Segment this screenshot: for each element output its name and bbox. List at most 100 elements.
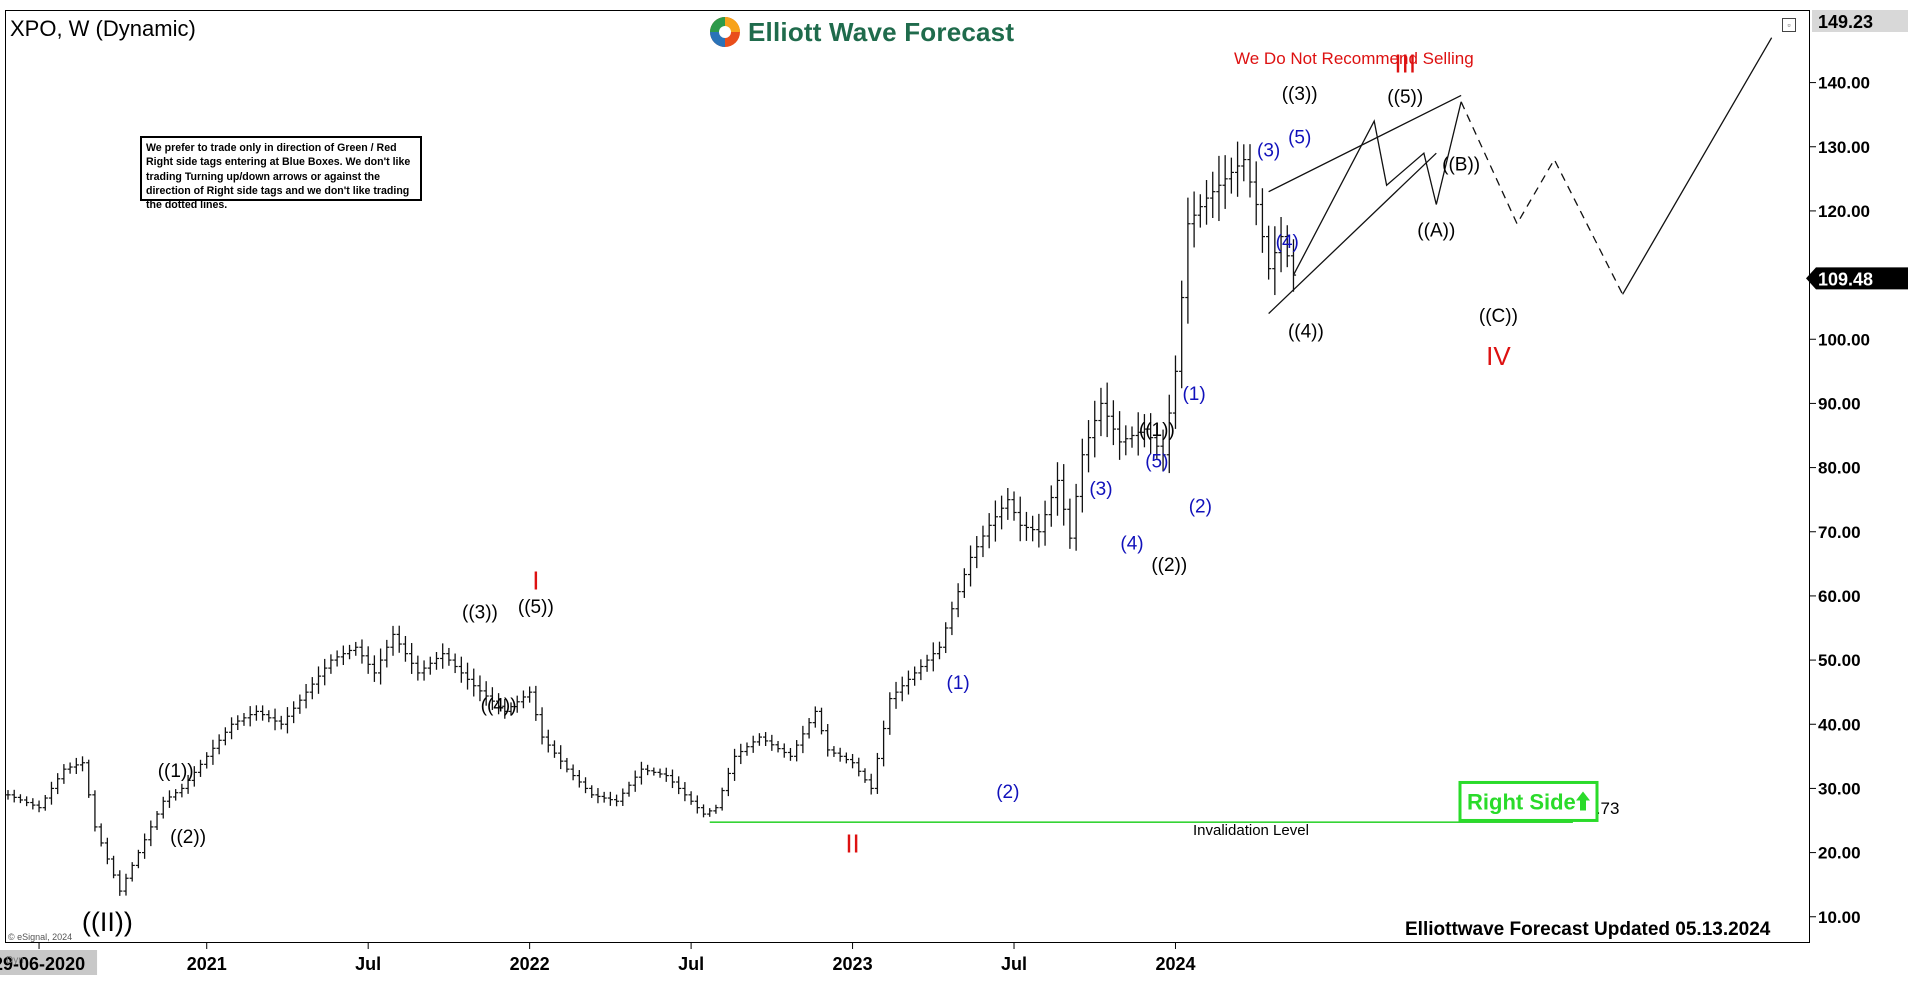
- ohlc-bar: [825, 724, 831, 757]
- ohlc-bar: [1073, 483, 1079, 551]
- ohlc-bar: [278, 715, 284, 730]
- ohlc-bar: [769, 734, 775, 751]
- ohlc-bar: [831, 746, 837, 757]
- ohlc-bar: [315, 666, 322, 694]
- wave-label: (4): [1120, 534, 1143, 555]
- wave-label: (4): [1276, 232, 1299, 253]
- ohlc-bar: [694, 795, 700, 814]
- ohlc-bar: [1098, 387, 1104, 437]
- ohlc-bar: [912, 666, 918, 686]
- ohlc-bar: [446, 647, 452, 666]
- wave-label: III: [1394, 48, 1416, 78]
- y-tick-label: 140.00: [1818, 74, 1870, 93]
- ohlc-bar: [514, 695, 520, 713]
- ohlc-bar: [812, 706, 818, 728]
- ohlc-bar: [725, 767, 731, 797]
- y-tick-label: 70.00: [1818, 523, 1861, 542]
- ohlc-bar: [1017, 496, 1023, 542]
- ohlc-bar: [905, 670, 912, 695]
- ohlc-bar: [570, 764, 576, 781]
- ohlc-bar: [334, 650, 340, 667]
- ohlc-bar: [260, 705, 266, 721]
- ohlc-bar: [495, 693, 502, 715]
- ohlc-bar: [1042, 500, 1048, 546]
- ohlc-bar: [527, 686, 533, 703]
- ohlc-bar: [632, 770, 638, 792]
- y-tick-label: 100.00: [1818, 330, 1870, 349]
- ohlc-bar: [992, 500, 998, 542]
- ohlc-bar: [135, 849, 142, 869]
- ohlc-bar: [1023, 511, 1030, 541]
- ohlc-bar: [67, 762, 73, 774]
- ohlc-bar: [166, 790, 173, 808]
- ohlc-bar: [17, 794, 24, 804]
- ohlc-bar: [651, 767, 657, 776]
- ohlc-bar: [707, 808, 713, 817]
- ohlc-bar: [595, 788, 601, 804]
- wave-label: (1): [947, 673, 970, 694]
- ohlc-bar: [1005, 488, 1011, 520]
- ohlc-bar: [719, 787, 725, 811]
- ohlc-bar: [1036, 513, 1042, 548]
- ohlc-bar: [1191, 191, 1197, 248]
- y-tick-label: 40.00: [1818, 715, 1861, 734]
- ohlc-bar: [235, 715, 241, 731]
- plot-frame: [5, 10, 1810, 943]
- ohlc-bar: [1085, 420, 1092, 473]
- window-restore-icon[interactable]: ▫: [1782, 18, 1796, 32]
- ohlc-bar: [191, 766, 197, 787]
- ohlc-bar: [613, 794, 620, 807]
- ohlc-bar: [520, 690, 527, 709]
- ohlc-bar: [36, 800, 42, 813]
- ohlc-bar: [626, 781, 632, 797]
- ohlc-bar: [974, 536, 980, 569]
- wave-label: ((2)): [170, 827, 206, 848]
- top-price-box: [1812, 10, 1908, 32]
- x-tick-label: 2023: [833, 954, 873, 974]
- wave-label: ((A)): [1417, 221, 1455, 242]
- ohlc-bar: [30, 798, 36, 810]
- ohlc-bar: [216, 734, 222, 755]
- wave-label: ((1)): [1139, 420, 1175, 441]
- ohlc-bar: [241, 713, 247, 726]
- right-side-label: Right Side: [1467, 789, 1576, 814]
- ohlc-bar: [930, 642, 936, 672]
- projection-wave-iv: [1460, 101, 1624, 295]
- ohlc-bar: [1234, 141, 1241, 197]
- ohlc-bar: [794, 740, 800, 762]
- wave-label: ((1)): [158, 761, 194, 782]
- dyn-label: Dyn: [6, 955, 24, 966]
- y-tick-label: 130.00: [1818, 138, 1870, 157]
- ohlc-bar: [179, 783, 185, 798]
- x-tick-label: 2021: [187, 954, 227, 974]
- y-tick-label: 120.00: [1818, 202, 1870, 221]
- wave-label: (5): [1145, 452, 1168, 473]
- ohlc-bar: [185, 774, 191, 794]
- ohlc-bar: [849, 753, 856, 769]
- ohlc-bar: [961, 568, 967, 598]
- ohlc-bar: [1172, 355, 1179, 429]
- ohlc-bar: [61, 764, 67, 784]
- ohlc-bar: [787, 747, 794, 761]
- ohlc-bar: [781, 743, 787, 758]
- ohlc-bar: [868, 773, 874, 795]
- ohlc-bar: [92, 790, 98, 832]
- wedge-line: [1268, 94, 1462, 193]
- projection-lines: [1268, 37, 1773, 315]
- ohlc-bar: [843, 752, 849, 764]
- wave-label: (2): [996, 782, 1019, 803]
- ohlc-bar: [284, 707, 291, 734]
- x-tick-label: 29-06-2020: [0, 954, 85, 974]
- ohlc-bar: [160, 796, 166, 819]
- x-label-highlight: [0, 950, 98, 975]
- ohlc-bar: [663, 767, 669, 782]
- wave-label: ((3)): [462, 602, 498, 623]
- ohlc-bar: [1259, 188, 1266, 253]
- ohlc-bar: [204, 752, 210, 769]
- ohlc-bar: [409, 643, 415, 674]
- ohlc-bar: [1284, 225, 1290, 268]
- ohlc-bar: [763, 732, 769, 746]
- ohlc-bar: [228, 717, 235, 740]
- ohlc-bar: [1241, 144, 1247, 182]
- ohlc-bar: [154, 811, 160, 830]
